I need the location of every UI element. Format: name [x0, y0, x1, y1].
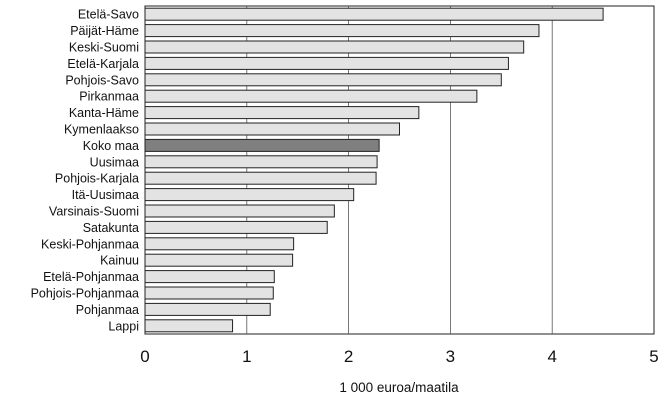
bars — [144, 7, 604, 333]
bar — [144, 237, 295, 251]
bar-highlight — [144, 138, 380, 152]
bar — [144, 73, 502, 87]
x-tick-label: 4 — [547, 347, 556, 366]
plot-area — [144, 5, 655, 335]
category-label: Kanta-Häme — [69, 106, 139, 120]
category-label: Kainuu — [100, 254, 139, 268]
x-tick-label: 5 — [649, 347, 658, 366]
category-label: Päijät-Häme — [70, 24, 139, 38]
bar — [144, 220, 328, 234]
category-label: Etelä-Karjala — [67, 57, 139, 71]
category-label: Keski-Suomi — [69, 41, 139, 55]
category-label: Pirkanmaa — [79, 90, 139, 104]
bar — [144, 270, 275, 284]
x-tick-label: 2 — [344, 347, 353, 366]
category-label: Pohjois-Karjala — [55, 172, 139, 186]
bar — [144, 286, 274, 300]
category-label: Itä-Uusimaa — [72, 188, 139, 202]
category-label: Koko maa — [83, 139, 139, 153]
bar — [144, 40, 525, 54]
bar — [144, 106, 420, 120]
bar — [144, 7, 604, 21]
x-tick-label: 0 — [140, 347, 149, 366]
x-axis-title: 1 000 euroa/maatila — [339, 380, 459, 395]
bar — [144, 89, 478, 103]
category-label: Lappi — [108, 319, 139, 333]
bar — [144, 319, 234, 333]
category-label: Pohjois-Pohjanmaa — [31, 287, 139, 301]
bar — [144, 122, 400, 136]
bar — [144, 204, 335, 218]
category-label: Etelä-Savo — [78, 8, 139, 22]
bar — [144, 24, 540, 38]
bar — [144, 155, 378, 169]
category-labels: Etelä-Savo Päijät-Häme Keski-Suomi Etelä-Ka… — [31, 8, 139, 334]
category-label: Kymenlaakso — [64, 123, 139, 137]
category-label: Pohjois-Savo — [65, 73, 139, 87]
category-label: Etelä-Pohjanmaa — [43, 270, 139, 284]
bar — [144, 56, 509, 70]
x-tick-label: 3 — [446, 347, 455, 366]
bar — [144, 171, 377, 185]
bar — [144, 188, 355, 202]
x-tick-label: 1 — [242, 347, 251, 366]
category-label: Keski-Pohjanmaa — [41, 237, 139, 251]
category-label: Varsinais-Suomi — [49, 205, 139, 219]
bar — [144, 302, 271, 316]
category-label: Satakunta — [83, 221, 139, 235]
bar — [144, 253, 294, 267]
x-tick-labels: 0 1 2 3 4 5 — [140, 347, 658, 366]
category-label: Uusimaa — [90, 155, 139, 169]
category-label: Pohjanmaa — [76, 303, 139, 317]
